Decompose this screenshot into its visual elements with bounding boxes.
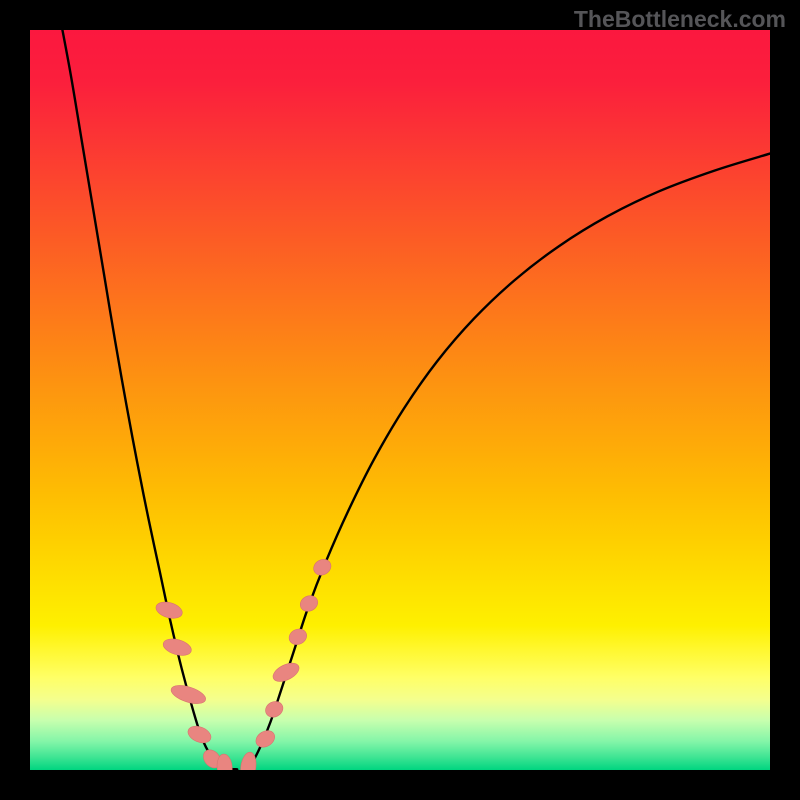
- plot-svg: [30, 30, 770, 770]
- gradient-background: [30, 30, 770, 770]
- chart-root: TheBottleneck.com: [0, 0, 800, 800]
- plot-area: [30, 30, 770, 770]
- watermark-text: TheBottleneck.com: [574, 6, 786, 33]
